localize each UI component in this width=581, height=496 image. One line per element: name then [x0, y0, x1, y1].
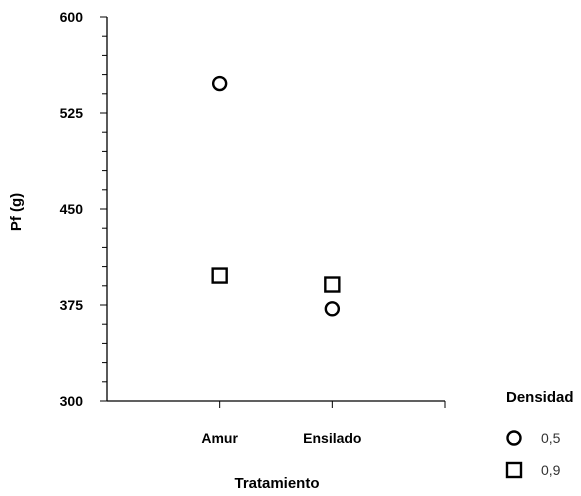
x-axis-title: Tratamiento: [234, 475, 319, 492]
legend-label: 0,9: [541, 462, 561, 478]
y-axis-title: Pf (g): [8, 193, 25, 231]
x-ticks: Amur Ensilado: [201, 401, 446, 446]
data-point-square: [211, 267, 228, 284]
data-point-circle: [211, 75, 228, 92]
y-tick-label: 600: [60, 9, 84, 25]
legend-label: 0,5: [541, 430, 561, 446]
y-tick-label: 525: [60, 105, 84, 121]
legend: Densidad 0,5 0,9: [505, 389, 574, 479]
x-tick-label: Amur: [201, 430, 238, 446]
x-tick-label: Ensilado: [303, 430, 361, 446]
legend-marker-circle: [506, 430, 522, 446]
legend-items: 0,5 0,9: [505, 430, 561, 479]
legend-marker-square: [505, 461, 523, 479]
y-tick-label: 300: [60, 393, 84, 409]
y-ticks: 300 375 450 525 600: [60, 9, 107, 409]
y-tick-label: 375: [60, 297, 84, 313]
data-point-square: [324, 276, 341, 293]
data-point-circle: [324, 301, 341, 317]
axes: [106, 17, 445, 402]
y-tick-label: 450: [60, 201, 84, 217]
data-points: [211, 75, 341, 317]
legend-title: Densidad: [506, 389, 574, 406]
